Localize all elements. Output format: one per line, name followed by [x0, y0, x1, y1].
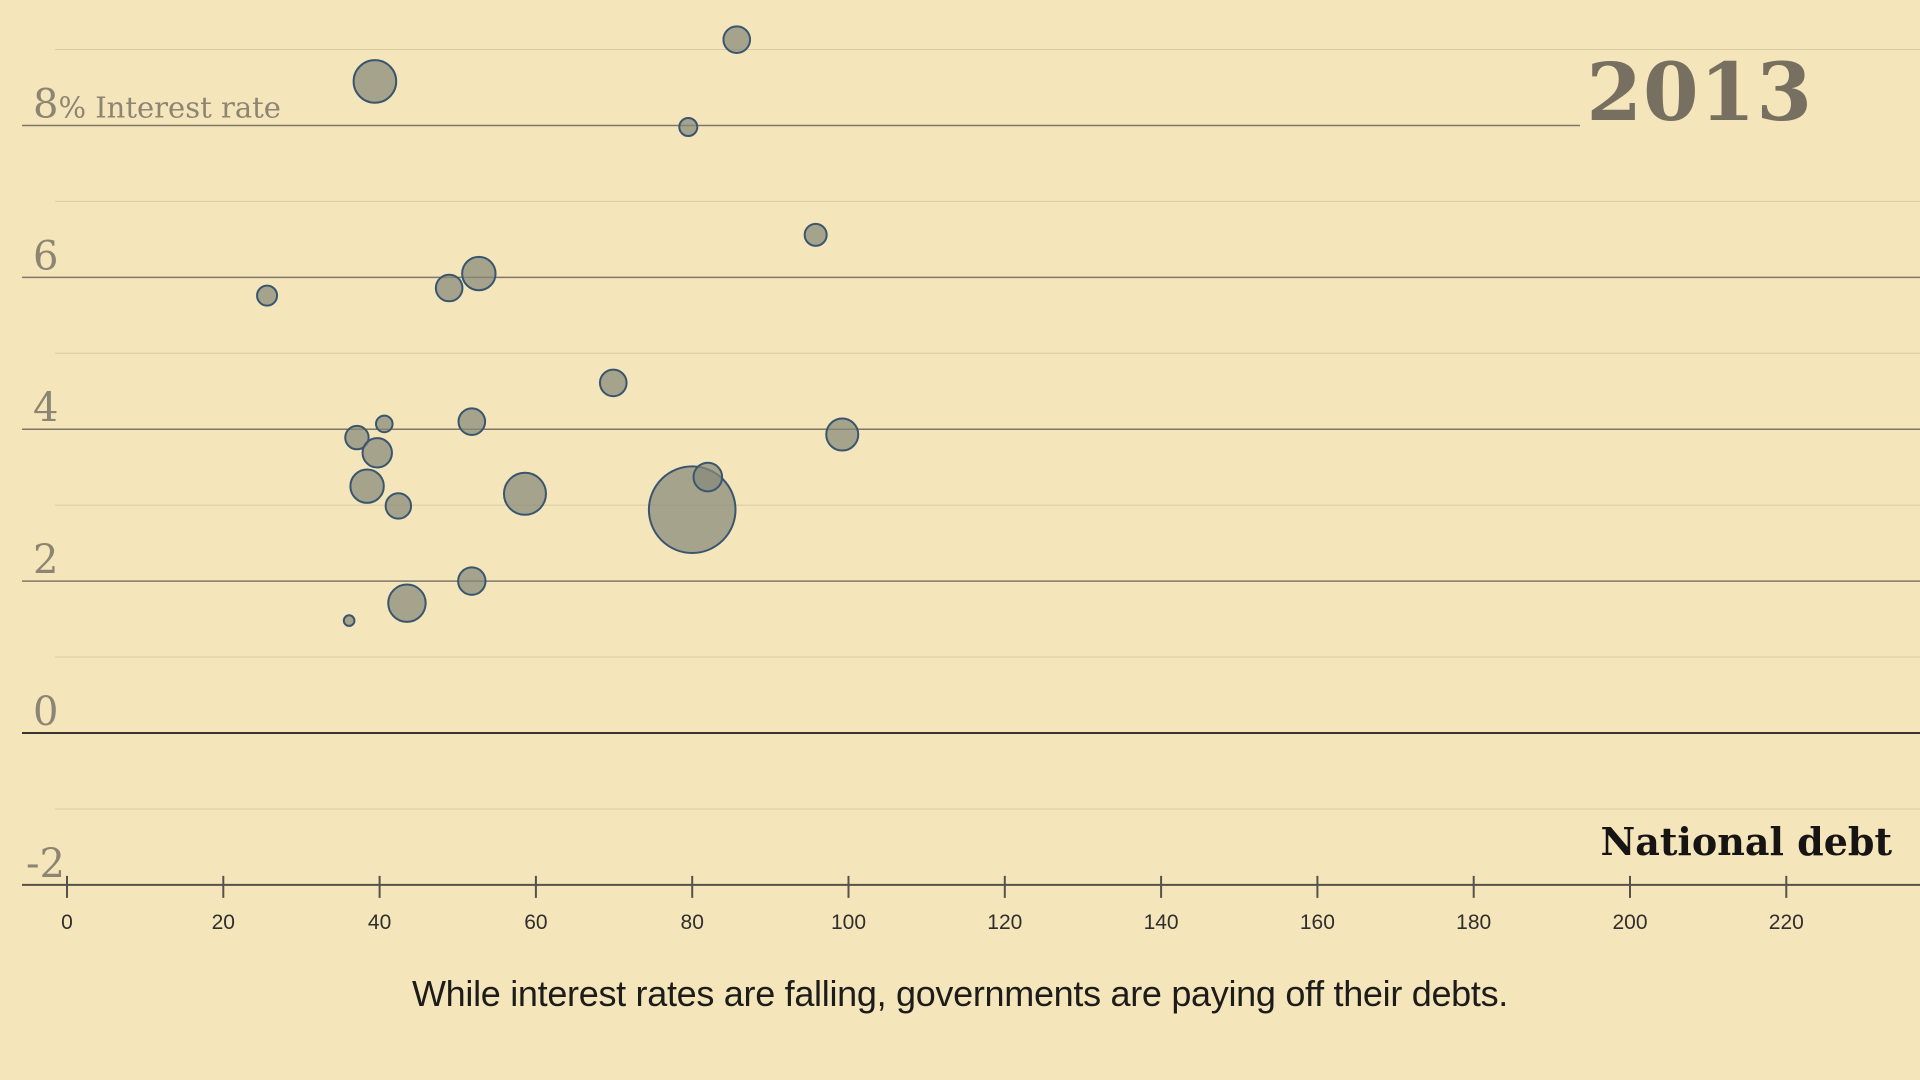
x-tick-label: 160 [1300, 911, 1335, 934]
bubble[interactable] [349, 468, 385, 504]
bubble[interactable] [803, 222, 828, 247]
bubble[interactable] [502, 471, 547, 516]
chart-caption: While interest rates are falling, govern… [411, 973, 1509, 1014]
x-tick-label: 20 [212, 911, 235, 934]
y-tick-label: 2 [33, 537, 58, 583]
year-label: 2013 [1586, 45, 1813, 139]
y-axis-title: 8% Interest rate [33, 81, 281, 127]
bubble[interactable] [384, 492, 413, 520]
bubble[interactable] [722, 25, 752, 54]
bubble[interactable] [457, 566, 487, 596]
x-tick-label: 120 [987, 911, 1022, 934]
x-axis-title: National debt [1600, 819, 1892, 864]
y-tick-label: 0 [33, 689, 58, 735]
bubble[interactable] [692, 461, 724, 493]
bubble[interactable] [344, 424, 370, 451]
x-tick-label: 200 [1612, 911, 1647, 934]
x-tick-label: 0 [61, 911, 73, 934]
y-tick-label: -2 [26, 841, 65, 887]
x-tick-label: 180 [1456, 911, 1491, 934]
bubble[interactable] [598, 368, 628, 398]
bubble[interactable] [352, 59, 398, 104]
bubble[interactable] [457, 407, 487, 436]
x-tick-label: 140 [1144, 911, 1179, 934]
x-tick-label: 40 [368, 911, 391, 934]
x-tick-label: 100 [831, 911, 866, 934]
y-tick-label: 4 [33, 385, 58, 431]
x-tick-label: 60 [524, 911, 547, 934]
bubble[interactable] [387, 583, 427, 623]
x-tick-label: 80 [681, 911, 704, 934]
bubble[interactable] [361, 437, 393, 469]
bubble[interactable] [342, 614, 356, 627]
bubble[interactable] [461, 255, 497, 292]
x-tick-label: 220 [1769, 911, 1804, 934]
y-tick-label: 6 [33, 233, 58, 279]
bubble[interactable] [434, 273, 464, 303]
bubble[interactable] [678, 116, 699, 137]
bubble[interactable] [256, 284, 279, 307]
bubble[interactable] [825, 417, 860, 452]
bubble[interactable] [374, 414, 394, 434]
